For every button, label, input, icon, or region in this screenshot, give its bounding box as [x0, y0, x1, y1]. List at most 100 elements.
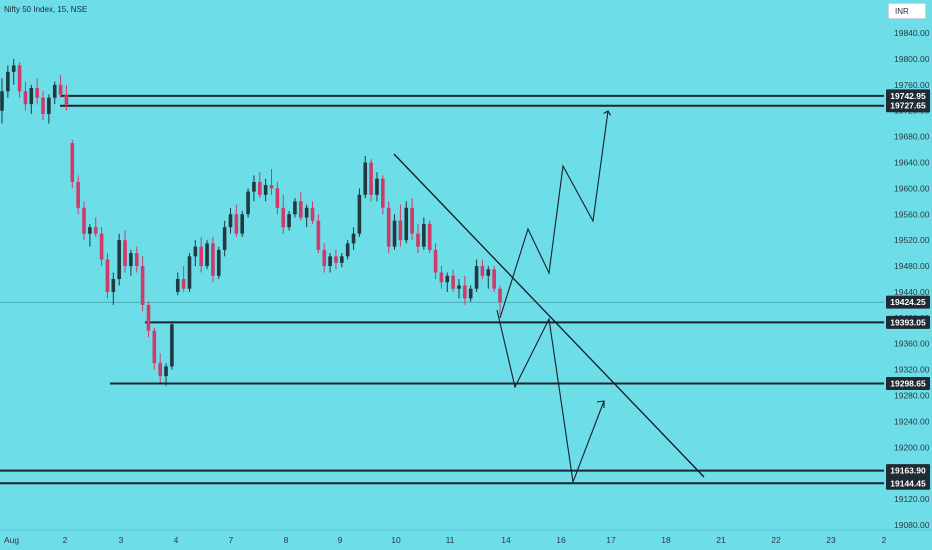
candle-body [263, 185, 268, 195]
candle-body [17, 65, 22, 92]
price-level-label-bg [886, 315, 930, 329]
candles [0, 58, 502, 386]
candle-body [11, 65, 16, 72]
candle-body [310, 207, 315, 221]
candle-body [58, 84, 63, 95]
x-tick-label: 17 [606, 535, 616, 545]
candle-body [457, 285, 461, 289]
candle-body [340, 256, 344, 263]
symbol-title: Nifty 50 Index, 15, NSE [4, 5, 88, 14]
y-tick-label: 19280.00 [894, 391, 930, 401]
candle-body [88, 227, 92, 234]
candle-body [345, 243, 350, 257]
candle-body [0, 91, 4, 111]
candle-body [41, 97, 45, 114]
candle-body [275, 188, 280, 208]
candle-body [498, 288, 502, 303]
candle-body [105, 259, 110, 292]
candle-body [299, 201, 303, 218]
price-level-label: 19393.05 [890, 317, 926, 327]
candle-body [486, 269, 491, 276]
candle-body [351, 233, 356, 244]
y-tick-label: 19560.00 [894, 209, 930, 219]
candle-body [334, 256, 338, 263]
x-tick-label: 8 [284, 535, 289, 545]
candle-body [187, 256, 192, 289]
candle-body [369, 162, 373, 195]
candle-body [492, 269, 496, 289]
x-tick-label: 10 [391, 535, 401, 545]
candle-body [422, 223, 426, 247]
candle-body [363, 162, 368, 195]
candle-body [111, 279, 116, 292]
time-axis[interactable]: Aug 2 3 4 7 8 9 10 11 14 16 17 18 21 22 23 2 [0, 529, 932, 545]
currency-button[interactable]: INR [888, 3, 926, 19]
candle-body [468, 288, 473, 299]
price-level-label: 19163.90 [890, 466, 926, 476]
price-level-label: 19742.95 [890, 91, 926, 101]
price-axis[interactable]: 19840.0019800.0019760.0019720.0019680.00… [884, 0, 932, 530]
candle-body [293, 201, 297, 215]
y-tick-label: 19840.00 [894, 28, 930, 38]
candle-body [328, 256, 332, 267]
x-tick-label: 9 [338, 535, 343, 545]
price-level-label-bg [886, 99, 930, 113]
y-tick-label: 19640.00 [894, 157, 930, 167]
candle-body [322, 249, 327, 267]
candle-body [193, 246, 198, 257]
candle-body [234, 214, 239, 234]
y-tick-label: 19360.00 [894, 339, 930, 349]
candle-body [211, 243, 215, 276]
candle-body [246, 191, 250, 215]
candle-body [129, 253, 133, 267]
candle-body [99, 233, 104, 260]
price-level-label: 19727.65 [890, 101, 926, 111]
x-tick-label: 14 [501, 535, 511, 545]
candle-body [392, 220, 397, 247]
x-tick-label: 4 [174, 535, 179, 545]
candle-body [480, 266, 485, 276]
x-tick-label: Aug [4, 535, 19, 545]
candle-body [29, 88, 34, 105]
candle-body [445, 275, 450, 283]
candle-body [439, 272, 444, 283]
candle-body [427, 223, 432, 250]
candle-body [386, 207, 391, 247]
x-tick-label: 22 [771, 535, 781, 545]
price-level-label-bg [886, 376, 930, 390]
price-level-label: 19298.65 [890, 378, 926, 388]
drawings [393, 110, 705, 485]
price-level-label: 19424.25 [890, 297, 926, 307]
x-tick-label: 2 [63, 535, 68, 545]
bullish-projection-path [499, 110, 609, 319]
candle-body [463, 285, 467, 299]
arrow-head-up [603, 110, 611, 116]
candle-body [257, 181, 262, 195]
candle-body [404, 207, 409, 241]
candle-body [117, 240, 121, 279]
price-level-label-bg [886, 89, 930, 103]
candle-body [416, 233, 420, 247]
y-tick-label: 19760.00 [894, 80, 930, 90]
candle-body [357, 194, 362, 234]
candle-body [381, 178, 385, 208]
y-tick-label: 19520.00 [894, 235, 930, 245]
y-tick-label: 19240.00 [894, 416, 930, 426]
trend-line [393, 153, 705, 478]
candle-body [316, 220, 321, 250]
y-tick-label: 19200.00 [894, 442, 930, 452]
horizontal-levels [0, 94, 884, 485]
candle-body [35, 88, 39, 98]
candle-body [140, 266, 145, 305]
x-tick-label: 18 [661, 535, 671, 545]
x-tick-label: 7 [229, 535, 234, 545]
candle-body [164, 366, 168, 377]
x-tick-label: 21 [716, 535, 726, 545]
candle-body [23, 91, 28, 105]
candle-body [181, 279, 186, 289]
candle-body [64, 94, 69, 105]
price-axis-bg [884, 0, 932, 530]
x-tick-label: 11 [446, 535, 455, 545]
candle-body [93, 227, 98, 234]
